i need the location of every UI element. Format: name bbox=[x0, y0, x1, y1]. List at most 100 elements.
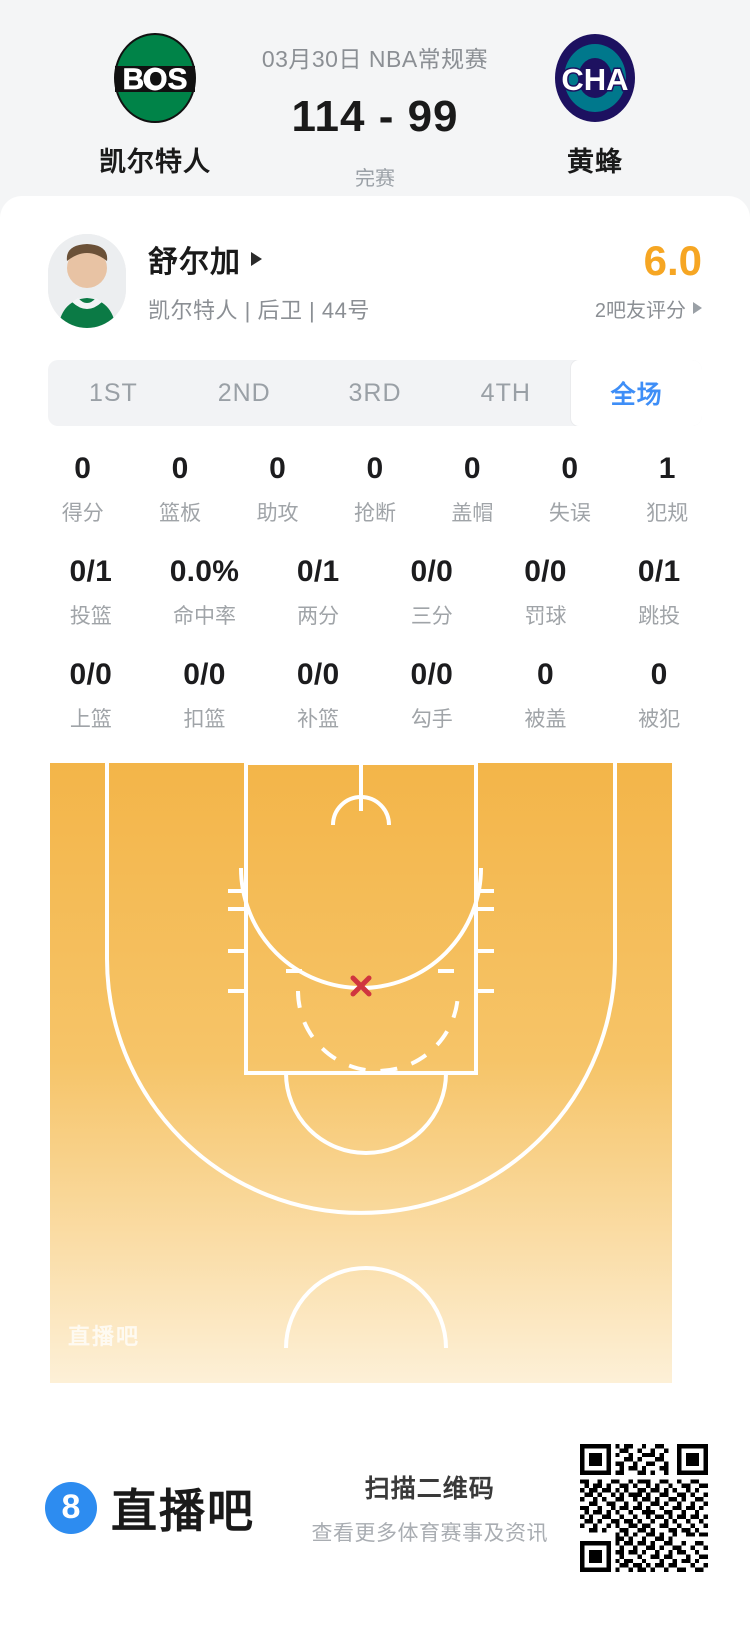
stat-label: 犯规 bbox=[646, 502, 689, 525]
stat-label: 补篮 bbox=[297, 708, 340, 731]
away-team-name: 黄蜂 bbox=[567, 147, 623, 177]
chevron-right-icon bbox=[251, 252, 262, 266]
stat-value: 0/0 bbox=[183, 658, 226, 691]
tab-2nd[interactable]: 2ND bbox=[217, 378, 271, 407]
stat-cell: 0/0 扣篮 bbox=[148, 658, 262, 733]
stat-value: 0/0 bbox=[410, 658, 454, 691]
match-title: 03月30日 NBA常规赛 bbox=[261, 46, 489, 72]
stat-value: 0 bbox=[366, 452, 384, 485]
stat-cell: 0 失误 bbox=[521, 452, 618, 527]
stat-cell: 0/0 三分 bbox=[375, 555, 489, 630]
stat-label: 罚球 bbox=[524, 605, 567, 628]
stats-row-shooting: 0/1 投篮 0.0% 命中率 0/1 两分 0/0 三分 0/0 罚球 0/1… bbox=[0, 555, 750, 630]
stat-cell: 0/0 补篮 bbox=[261, 658, 375, 733]
qr-code-icon[interactable] bbox=[580, 1443, 708, 1572]
match-status: 完赛 bbox=[355, 168, 395, 190]
rating-label-line[interactable]: 2吧友评分 bbox=[595, 294, 702, 323]
away-team[interactable]: CHA 黄蜂 bbox=[500, 30, 690, 179]
stat-value: 0 bbox=[561, 452, 579, 485]
stat-label: 勾手 bbox=[410, 708, 453, 731]
stat-value: 0.0% bbox=[169, 555, 240, 588]
stat-cell: 0/1 跳投 bbox=[602, 555, 716, 630]
court-diagram bbox=[50, 763, 672, 1383]
stat-value: 0 bbox=[269, 452, 287, 485]
stat-cell: 0/0 勾手 bbox=[375, 658, 489, 733]
stat-value: 0/1 bbox=[69, 555, 113, 588]
stat-cell: 0/0 上篮 bbox=[34, 658, 148, 733]
stat-label: 三分 bbox=[410, 605, 453, 628]
stat-cell: 0 被盖 bbox=[489, 658, 603, 733]
stats-row-basic: 0 得分 0 篮板 0 助攻 0 抢断 0 盖帽 0 失误 1 犯规 bbox=[0, 452, 750, 527]
stat-label: 两分 bbox=[297, 605, 340, 628]
player-name: 舒尔加 bbox=[148, 246, 241, 279]
stat-label: 得分 bbox=[61, 502, 104, 525]
stat-label: 被犯 bbox=[638, 708, 681, 731]
period-tabs: 1ST 2ND 3RD 4TH 全场 bbox=[48, 360, 702, 426]
stat-cell: 1 犯规 bbox=[619, 452, 716, 527]
stat-value: 0/0 bbox=[296, 658, 340, 691]
stat-cell: 0 被犯 bbox=[602, 658, 716, 733]
stat-label: 上篮 bbox=[69, 708, 112, 731]
stat-cell: 0 抢断 bbox=[326, 452, 423, 527]
brand-logo[interactable]: 8 直播吧 bbox=[45, 1475, 255, 1541]
stat-cell: 0.0% 命中率 bbox=[148, 555, 262, 630]
home-team[interactable]: BOS 凯尔特人 bbox=[60, 30, 250, 179]
player-card: 舒尔加 凯尔特人 | 后卫 | 44号 6.0 2吧友评分 1ST 2ND 3R… bbox=[0, 196, 750, 1386]
court-watermark: 直播吧 bbox=[68, 1324, 141, 1349]
home-team-logo-icon: BOS bbox=[107, 30, 203, 126]
score-block: 03月30日 NBA常规赛 114 - 99 完赛 bbox=[250, 30, 500, 191]
rating-value: 6.0 bbox=[643, 236, 702, 284]
qr-subtitle: 查看更多体育赛事及资讯 bbox=[311, 1521, 548, 1545]
stat-value: 1 bbox=[658, 452, 676, 485]
player-avatar bbox=[48, 234, 126, 328]
tab-1st[interactable]: 1ST bbox=[88, 378, 138, 407]
player-meta: 凯尔特人 | 后卫 | 44号 bbox=[148, 298, 370, 323]
rating-block[interactable]: 6.0 2吧友评分 bbox=[595, 236, 702, 323]
stat-value: 0/1 bbox=[637, 555, 681, 588]
stat-cell: 0/1 两分 bbox=[261, 555, 375, 630]
stat-value: 0/0 bbox=[69, 658, 113, 691]
stat-value: 0 bbox=[650, 658, 668, 691]
stat-label: 抢断 bbox=[353, 502, 396, 525]
stat-label: 命中率 bbox=[172, 605, 236, 628]
stat-cell: 0/1 投篮 bbox=[34, 555, 148, 630]
stat-value: 0 bbox=[463, 452, 481, 485]
stat-label: 投篮 bbox=[69, 605, 112, 628]
shot-marker-missed bbox=[350, 975, 372, 997]
stat-value: 0 bbox=[536, 658, 554, 691]
tab-3rd[interactable]: 3RD bbox=[348, 378, 402, 407]
away-team-logo-icon: CHA bbox=[547, 30, 643, 126]
stat-value: 0 bbox=[171, 452, 189, 485]
stat-cell: 0 盖帽 bbox=[424, 452, 521, 527]
stat-cell: 0 篮板 bbox=[131, 452, 228, 527]
stat-label: 被盖 bbox=[524, 708, 567, 731]
scoreboard-header: BOS 凯尔特人 03月30日 NBA常规赛 114 - 99 完赛 CHA 黄… bbox=[0, 0, 750, 196]
stat-label: 盖帽 bbox=[451, 502, 494, 525]
stat-label: 跳投 bbox=[638, 605, 681, 628]
stat-label: 失误 bbox=[548, 502, 591, 525]
footer-bar: 8 直播吧 扫描二维码 查看更多体育赛事及资讯 bbox=[0, 1386, 750, 1629]
stat-value: 0/0 bbox=[410, 555, 454, 588]
stat-cell: 0 得分 bbox=[34, 452, 131, 527]
brand-name: 直播吧 bbox=[111, 1484, 255, 1537]
home-team-name: 凯尔特人 bbox=[99, 147, 211, 177]
stat-cell: 0/0 罚球 bbox=[489, 555, 603, 630]
stat-value: 0/0 bbox=[524, 555, 567, 588]
svg-text:CHA: CHA bbox=[561, 62, 628, 97]
qr-text: 扫描二维码 查看更多体育赛事及资讯 bbox=[312, 1469, 549, 1547]
stat-label: 篮板 bbox=[159, 502, 202, 525]
stats-row-shot-types: 0/0 上篮 0/0 扣篮 0/0 补篮 0/0 勾手 0 被盖 0 被犯 bbox=[0, 658, 750, 733]
stat-label: 扣篮 bbox=[183, 708, 226, 731]
chevron-right-small-icon bbox=[693, 302, 702, 314]
final-score: 114 - 99 bbox=[291, 92, 459, 141]
tab-4th[interactable]: 4TH bbox=[480, 378, 531, 407]
player-info: 舒尔加 凯尔特人 | 后卫 | 44号 bbox=[148, 237, 595, 325]
player-name-line[interactable]: 舒尔加 bbox=[148, 237, 595, 281]
qr-title: 扫描二维码 bbox=[364, 1474, 495, 1503]
tab-full-game[interactable]: 全场 bbox=[571, 360, 702, 426]
rating-label: 2吧友评分 bbox=[594, 299, 686, 322]
shot-chart[interactable]: 直播吧 bbox=[50, 763, 700, 1383]
qr-block[interactable]: 扫描二维码 查看更多体育赛事及资讯 bbox=[312, 1443, 708, 1572]
player-header-row: 舒尔加 凯尔特人 | 后卫 | 44号 6.0 2吧友评分 bbox=[0, 196, 750, 346]
